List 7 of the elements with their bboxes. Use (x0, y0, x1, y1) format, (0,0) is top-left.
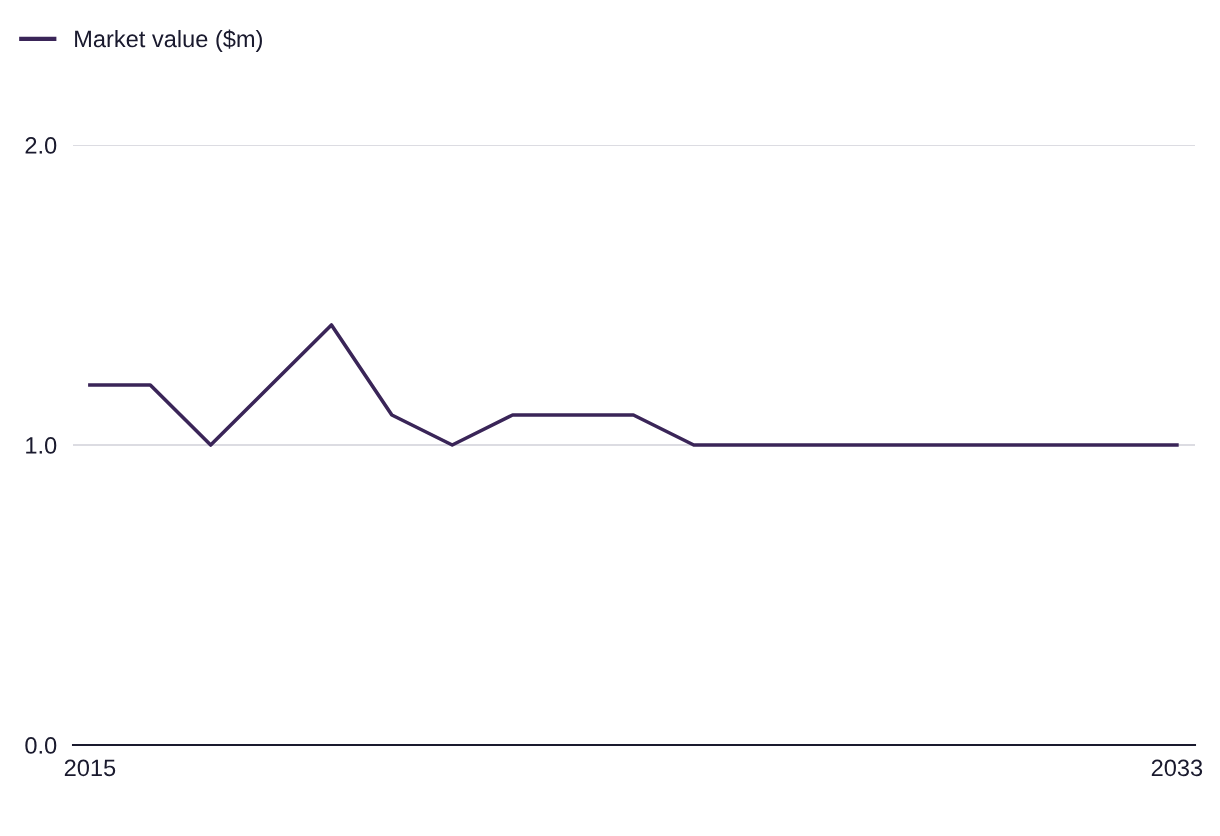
y-tick-label: 1.0 (26, 437, 57, 454)
x-tick-label: 2033 (1151, 759, 1203, 777)
line-series (88, 323, 1179, 447)
y-tick-label: 2.0 (25, 137, 57, 154)
y-tick-label: 0.0 (25, 737, 57, 754)
x-tick-label: 2015 (64, 759, 116, 777)
legend-label: Market value ($m) (75, 29, 262, 52)
